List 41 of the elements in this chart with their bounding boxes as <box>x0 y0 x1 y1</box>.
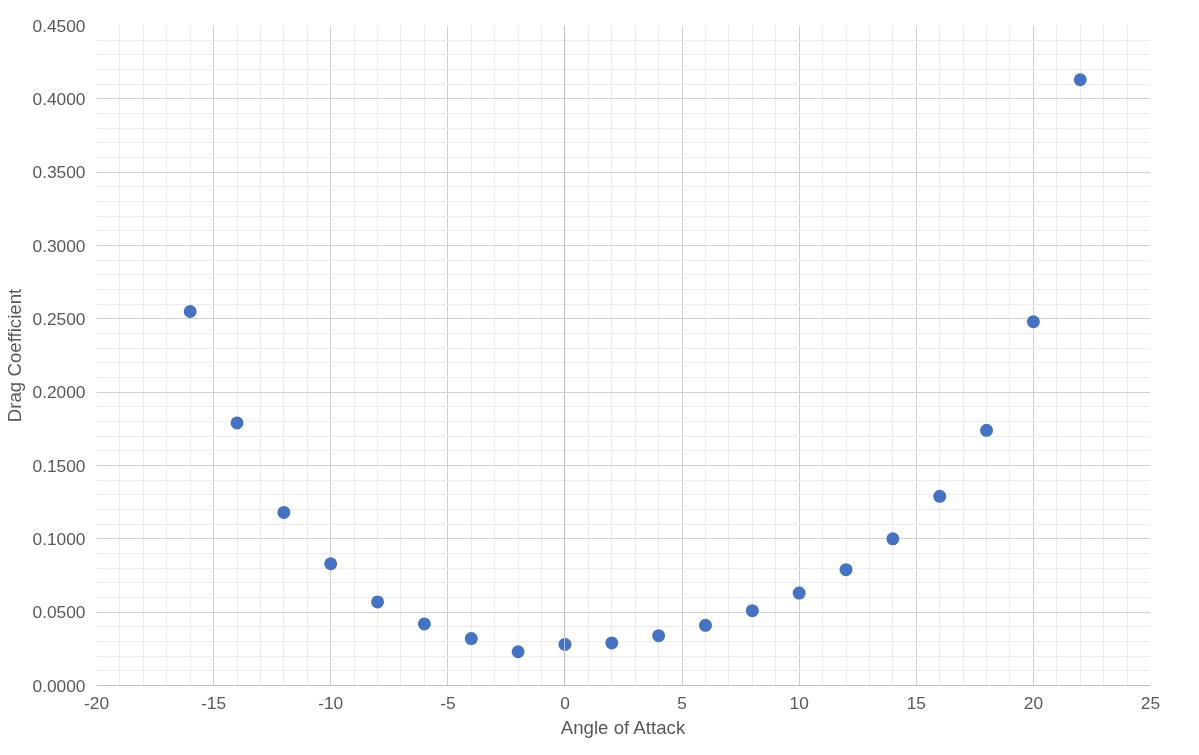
point <box>605 636 619 650</box>
x-tick-label: 20 <box>1023 692 1044 713</box>
x-tick-label: 15 <box>906 692 926 713</box>
y-tick-label: 0.1000 <box>32 528 86 549</box>
y-tick-label: 0.0000 <box>32 675 86 696</box>
point <box>511 645 525 659</box>
point <box>698 618 712 632</box>
x-axis-title: Angle of Attack <box>560 716 686 738</box>
y-tick-label: 0.3000 <box>32 235 86 256</box>
point <box>980 423 994 437</box>
point <box>277 505 291 519</box>
point <box>324 557 338 571</box>
point <box>745 604 759 618</box>
y-tick-label: 0.1500 <box>32 455 86 476</box>
y-axis-title: Drag Coefficient <box>3 287 25 423</box>
x-tick-label: 10 <box>789 692 809 713</box>
point <box>792 586 806 600</box>
x-tick-label: -10 <box>318 692 344 713</box>
y-tick-label: 0.2500 <box>32 308 86 329</box>
point <box>230 416 244 430</box>
y-tick-label: 0.4500 <box>32 15 86 36</box>
point <box>371 595 385 609</box>
point <box>1026 315 1040 329</box>
point <box>839 563 853 577</box>
point <box>464 632 478 646</box>
point <box>933 489 947 503</box>
x-tick-label: 25 <box>1140 692 1161 713</box>
point <box>886 532 900 546</box>
point <box>417 617 431 631</box>
x-tick-label: -20 <box>83 692 110 713</box>
point <box>652 629 666 643</box>
x-tick-label: 5 <box>677 692 687 713</box>
point <box>183 305 197 318</box>
y-tick-label: 0.0500 <box>32 602 86 623</box>
y-tick-label: 0.4000 <box>32 88 86 109</box>
y-tick-label: 0.3500 <box>32 162 86 183</box>
point <box>1073 73 1087 87</box>
x-tick-label: 0 <box>560 692 570 713</box>
x-tick-label: -5 <box>440 692 456 713</box>
y-tick-label: 0.2000 <box>32 382 86 403</box>
x-tick-label: -15 <box>201 692 227 713</box>
